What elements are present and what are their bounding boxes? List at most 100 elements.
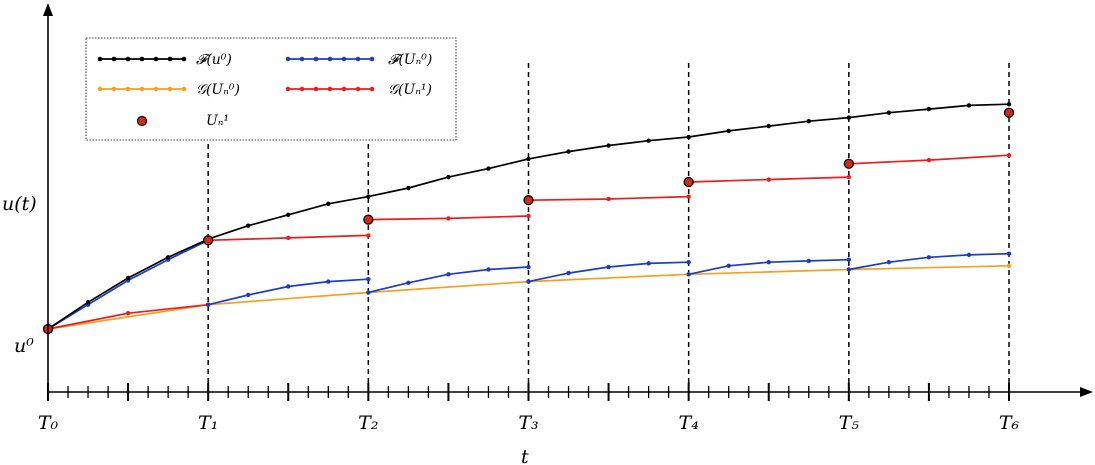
series-G-Un1-segment3-point — [446, 216, 451, 221]
series-F-Un0-segment3-line — [368, 266, 529, 294]
x-axis-arrowhead — [1080, 387, 1093, 397]
series-F-u0-point — [806, 119, 811, 124]
series-F-u0-point — [326, 201, 331, 207]
series-F-Un0-segment5-point — [806, 258, 811, 264]
legend-label-F-Un0: 𝓕(Uₙ⁰) — [388, 52, 432, 68]
series-F-Un0-segment2-line — [207, 278, 369, 306]
tick-label-T5: T₅ — [839, 412, 860, 434]
series-G-Un1-segment4-point — [686, 194, 691, 199]
lg-G_Un1-dot — [355, 86, 361, 92]
lg-G_Un1-dot — [369, 86, 375, 92]
series-F-u0-point — [366, 194, 371, 199]
series-F-Un0-segment3-point — [446, 272, 451, 277]
tick-label-T1: T₁ — [198, 412, 218, 434]
x-axis-label: t — [521, 446, 529, 465]
tick-label-T2: T₂ — [358, 412, 378, 434]
series-F-u0-point — [606, 143, 611, 148]
series-F-u0-point — [486, 166, 491, 171]
marker-Un1-3 — [523, 195, 534, 206]
series-F-u0-point — [646, 138, 651, 143]
series-F-Un0-segment2-point — [246, 292, 251, 298]
series-F-u0-point — [566, 149, 571, 154]
series-F-u0-point — [406, 185, 411, 191]
series-layer — [42, 102, 1015, 335]
lg-G_Un0-dot — [181, 86, 187, 92]
series-F-u0-point — [846, 115, 852, 120]
series-G-Un1-segment6-point — [926, 157, 932, 163]
lg-G_Un0-dot — [97, 86, 103, 92]
series-G-Un1-segment4-point — [606, 196, 611, 202]
series-F-u0-point — [165, 255, 171, 260]
series-F-Un0-segment2-point — [326, 279, 331, 284]
series-F-Un0-segment2-point — [205, 302, 211, 307]
lg-F_Un0-dot — [327, 56, 333, 62]
series-F-u0-point — [85, 300, 91, 305]
lg-F_Un0-dot — [341, 56, 347, 62]
legend-entry-G-Un0: 𝒢(Uₙ⁰) — [97, 82, 240, 98]
tick-label-T0: T₀ — [38, 412, 59, 434]
lg-G_Un0-dot — [153, 86, 159, 92]
marker-Un1-4 — [683, 176, 694, 188]
series-F-u0-point — [526, 156, 531, 162]
lg-G_Un1-dot — [341, 86, 347, 92]
legend-entry-F-u0: 𝓕(u⁰) — [97, 52, 232, 68]
lg-G_Un0-dot — [125, 86, 131, 92]
legend-swatch-F-Un0 — [285, 56, 375, 62]
legend-entry-F-Un0: 𝓕(Uₙ⁰) — [285, 52, 432, 68]
lg-F_u0-dot — [97, 56, 103, 62]
series-G-Un1-segment2-point — [366, 233, 371, 238]
x-tick-labels: T₀ T₁ T₂ T₃ T₄ T₅ T₆ — [38, 412, 1020, 434]
series-G-Un1-segment5-point — [766, 177, 771, 182]
marker-Un1-2 — [363, 214, 374, 225]
series-G-Un1 — [45, 153, 1012, 332]
lg-F_Un0-dot — [369, 56, 375, 62]
lg-F_Un0-dot — [299, 56, 305, 62]
series-G-Un1-segment3-point — [526, 213, 531, 219]
lg-G_Un0-dot — [139, 86, 145, 92]
lg-G_Un0-dot — [167, 86, 173, 92]
series-F-Un0-segment3-point — [366, 290, 371, 295]
series-F-Un0-segment5-point — [726, 263, 731, 269]
series-G-Un1-segment1-point — [125, 310, 131, 316]
series-F-Un0-segment5-point — [846, 257, 852, 262]
series-F-Un0-segment4-point — [646, 261, 651, 266]
series-G-Un1-segment2-point — [286, 235, 291, 241]
series-F-Un0-segment6-point — [846, 267, 852, 272]
series-F-Un0 — [45, 238, 1012, 332]
legend-swatch-F-u0 — [97, 56, 187, 62]
series-G-Un1-segment6-point — [1006, 153, 1012, 158]
y-axis-label: u(t) — [2, 193, 37, 215]
axes — [43, 3, 1093, 401]
series-F-Un0-segment6-point — [966, 252, 972, 258]
lg-F_Un0-dot — [313, 56, 319, 62]
legend-entry-G-Un1: 𝒢(Uₙ¹) — [285, 82, 432, 98]
lg-F_u0-dot — [139, 56, 145, 62]
series-F-Un0-segment3-point — [486, 267, 491, 272]
legend-label-F-u0: 𝓕(u⁰) — [196, 52, 232, 68]
time-slice-dashed-lines — [207, 62, 1010, 392]
series-F-u0-point — [766, 123, 771, 129]
lg-F_u0-dot — [153, 56, 159, 62]
legend-swatch-G-Un1 — [285, 86, 375, 92]
series-F-Un0-segment6-point — [1006, 251, 1012, 256]
y-origin-label: u⁰ — [14, 335, 34, 357]
series-F-u0-point — [446, 174, 451, 180]
series-Un1-markers — [42, 107, 1015, 335]
lg-F_Un0-dot — [355, 56, 361, 62]
lg-F_Un0-dot — [285, 56, 291, 62]
legend-entry-Un1: Uₙ¹ — [136, 113, 229, 129]
series-F-Un0-segment1-line — [47, 239, 209, 330]
lg-F_u0-dot — [181, 56, 187, 62]
series-F-Un0-segment4-point — [686, 259, 691, 265]
series-F-u0-point — [966, 103, 972, 108]
series-F-Un0-segment4-point — [606, 264, 611, 270]
x-axis-ticks — [47, 383, 1010, 401]
tick-label-T3: T₃ — [518, 412, 538, 434]
legend-label-Un1: Uₙ¹ — [206, 113, 229, 129]
series-G-Un0-point — [1006, 263, 1012, 269]
series-G-Un1-segment5-point — [846, 174, 852, 180]
series-F-Un0-segment5-point — [766, 259, 771, 265]
legend-marker-Un1 — [136, 115, 148, 127]
marker-Un1-5 — [843, 158, 854, 169]
